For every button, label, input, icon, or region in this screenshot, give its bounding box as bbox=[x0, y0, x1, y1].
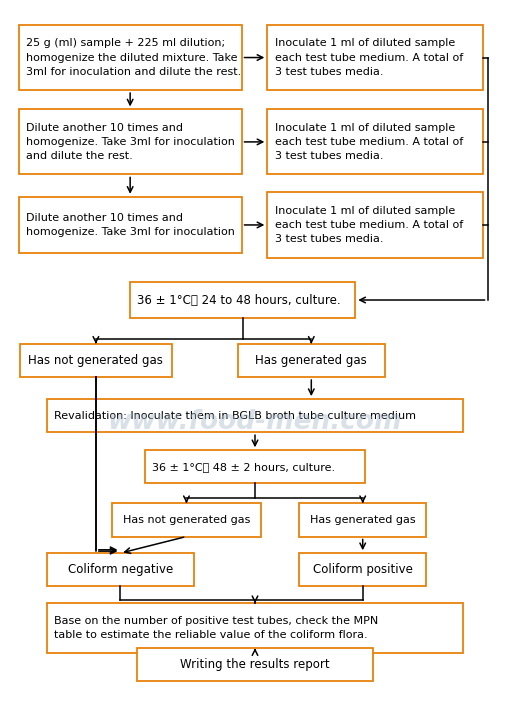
FancyBboxPatch shape bbox=[267, 192, 482, 257]
FancyBboxPatch shape bbox=[130, 282, 355, 318]
FancyBboxPatch shape bbox=[267, 25, 482, 90]
FancyBboxPatch shape bbox=[19, 197, 241, 253]
FancyBboxPatch shape bbox=[237, 344, 384, 377]
FancyBboxPatch shape bbox=[298, 553, 426, 587]
FancyBboxPatch shape bbox=[137, 648, 372, 681]
Text: Coliform positive: Coliform positive bbox=[312, 563, 412, 576]
Text: Revalidation: Inoculate them in BGLB broth tube culture medium: Revalidation: Inoculate them in BGLB bro… bbox=[54, 410, 415, 421]
Text: Inoculate 1 ml of diluted sample
each test tube medium. A total of
3 test tubes : Inoculate 1 ml of diluted sample each te… bbox=[274, 123, 462, 161]
FancyBboxPatch shape bbox=[19, 109, 241, 174]
FancyBboxPatch shape bbox=[267, 109, 482, 174]
Text: Has generated gas: Has generated gas bbox=[309, 515, 415, 525]
FancyBboxPatch shape bbox=[19, 25, 241, 90]
FancyBboxPatch shape bbox=[298, 503, 426, 537]
Text: 36 ± 1°C， 24 to 48 hours, culture.: 36 ± 1°C， 24 to 48 hours, culture. bbox=[137, 293, 341, 307]
Text: Dilute another 10 times and
homogenize. Take 3ml for inoculation
and dilute the : Dilute another 10 times and homogenize. … bbox=[26, 123, 235, 161]
Text: 25 g (ml) sample + 225 ml dilution;
homogenize the diluted mixture. Take
3ml for: 25 g (ml) sample + 225 ml dilution; homo… bbox=[26, 38, 241, 77]
Text: Base on the number of positive test tubes, check the MPN
table to estimate the r: Base on the number of positive test tube… bbox=[54, 616, 378, 640]
FancyBboxPatch shape bbox=[111, 503, 261, 537]
FancyBboxPatch shape bbox=[145, 450, 364, 484]
Text: 36 ± 1°C， 48 ± 2 hours, culture.: 36 ± 1°C， 48 ± 2 hours, culture. bbox=[152, 462, 334, 472]
Text: Has generated gas: Has generated gas bbox=[255, 354, 366, 367]
FancyBboxPatch shape bbox=[47, 553, 193, 587]
FancyBboxPatch shape bbox=[47, 399, 462, 432]
Text: Has not generated gas: Has not generated gas bbox=[123, 515, 249, 525]
Text: Writing the results report: Writing the results report bbox=[180, 658, 329, 671]
Text: Inoculate 1 ml of diluted sample
each test tube medium. A total of
3 test tubes : Inoculate 1 ml of diluted sample each te… bbox=[274, 206, 462, 245]
Text: Dilute another 10 times and
homogenize. Take 3ml for inoculation: Dilute another 10 times and homogenize. … bbox=[26, 213, 235, 237]
Text: Has not generated gas: Has not generated gas bbox=[29, 354, 163, 367]
FancyBboxPatch shape bbox=[47, 603, 462, 653]
Text: www.food-men.com: www.food-men.com bbox=[107, 409, 402, 434]
Text: Coliform negative: Coliform negative bbox=[68, 563, 173, 576]
Text: Inoculate 1 ml of diluted sample
each test tube medium. A total of
3 test tubes : Inoculate 1 ml of diluted sample each te… bbox=[274, 38, 462, 77]
FancyBboxPatch shape bbox=[20, 344, 172, 377]
